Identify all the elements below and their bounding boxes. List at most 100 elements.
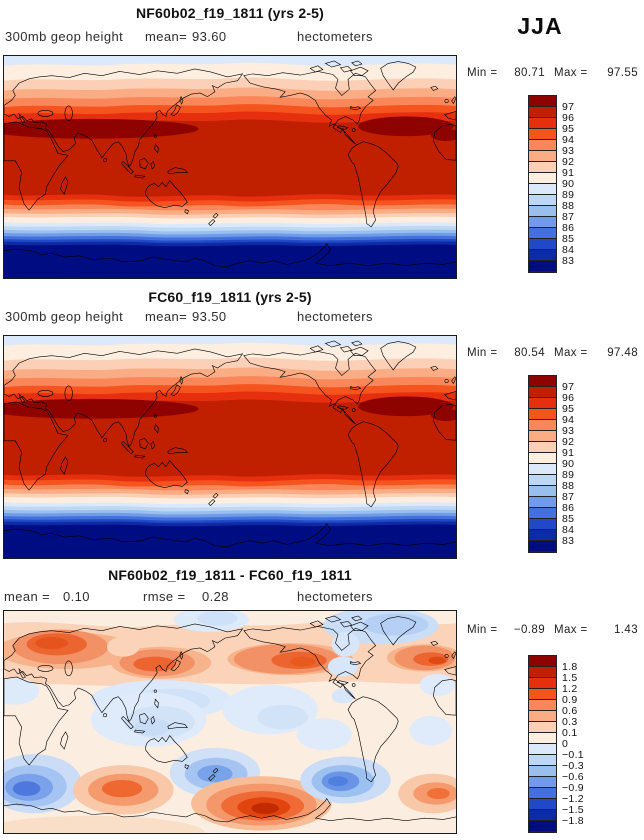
- panel1-map-svg: [4, 56, 456, 278]
- colorbar-cell: [529, 409, 556, 420]
- colorbar-cell: [529, 689, 556, 700]
- colorbar-cell: [529, 766, 556, 777]
- season-label: JJA: [517, 13, 563, 39]
- colorbar-cell: [529, 261, 556, 272]
- colorbar-tick-label: 0.9: [562, 694, 578, 706]
- colorbar-tick-label: −0.3: [562, 760, 584, 772]
- colorbar-cell: [529, 239, 556, 250]
- panel3-min-label: Min =: [467, 624, 498, 636]
- panel1-colorbar: 97 96 95 94 93 92 91 90 89 88 87 86 85 84 83: [528, 95, 574, 273]
- panel2-map-svg: [4, 336, 456, 558]
- panel1-mean-label: mean=: [145, 29, 188, 44]
- colorbar-cell: [529, 206, 556, 217]
- panel1-max-value: 97.55: [607, 67, 638, 79]
- colorbar-cell: [529, 140, 556, 151]
- panel3-mean-value: 0.10: [63, 589, 90, 604]
- panel2-field-label: 300mb geop height: [5, 309, 124, 324]
- colorbar-cell: [529, 118, 556, 129]
- panel1-title: NF60b02_f19_1811 (yrs 2-5): [135, 5, 325, 21]
- colorbar-cell: [529, 96, 556, 107]
- colorbar-tick-label: 91: [562, 167, 575, 179]
- colorbar-cell: [529, 744, 556, 755]
- colorbar-tick-label: 95: [562, 403, 575, 415]
- panel3-title: NF60b02_f19_1811 - FC60_f19_1811: [108, 567, 352, 583]
- panel2-max-label: Max =: [554, 347, 588, 359]
- colorbar-tick-label: 85: [562, 233, 575, 245]
- colorbar-tick-label: −0.9: [562, 782, 584, 794]
- colorbar-cell: [529, 722, 556, 733]
- colorbar-cell: [529, 107, 556, 118]
- colorbar-tick-label: −0.6: [562, 771, 584, 783]
- colorbar-cell: [529, 387, 556, 398]
- panel3-subheader: mean = 0.10 rmse = 0.28 hectometers: [0, 589, 460, 605]
- panel3-map: [3, 610, 457, 834]
- panel2-max-value: 97.48: [607, 347, 638, 359]
- panel3-max-label: Max =: [554, 624, 588, 636]
- colorbar-tick-label: 1.2: [562, 683, 578, 695]
- colorbar-tick-label: 90: [562, 178, 575, 190]
- panel1-max-label: Max =: [554, 67, 588, 79]
- panel1-mean-value: 93.60: [192, 29, 227, 44]
- colorbar-cell: [529, 250, 556, 261]
- panel1-field-label: 300mb geop height: [5, 29, 124, 44]
- colorbar-tick-label: 94: [562, 134, 575, 146]
- panel3-max-value: 1.43: [614, 624, 638, 636]
- colorbar-tick-label: 88: [562, 480, 575, 492]
- colorbar-cell: [529, 195, 556, 206]
- colorbar-cell: [529, 799, 556, 810]
- colorbar-cell: [529, 678, 556, 689]
- colorbar-cell: [529, 420, 556, 431]
- colorbar-cell: [529, 398, 556, 409]
- panel2-min-value: 80.54: [514, 347, 545, 359]
- colorbar-tick-label: 97: [562, 101, 575, 113]
- colorbar-tick-label: 83: [562, 255, 575, 267]
- colorbar-cell: [529, 184, 556, 195]
- colorbar-cell: [529, 788, 556, 799]
- colorbar-tick-label: 96: [562, 112, 575, 124]
- colorbar-tick-label: 84: [562, 244, 575, 256]
- colorbar-tick-label: 0.1: [562, 727, 578, 739]
- colorbar-tick-label: −1.5: [562, 804, 584, 816]
- colorbar-cell: [529, 733, 556, 744]
- panel3-colorbar: 1.8 1.5 1.2 0.9 0.6 0.3 0.1 0 −0.1 −0.3 −0.6 −0.9 −1…: [528, 655, 584, 833]
- colorbar-cell: [529, 777, 556, 788]
- colorbar-tick-label: 0: [562, 738, 569, 750]
- colorbar-tick-label: 86: [562, 222, 575, 234]
- colorbar-cell: [529, 475, 556, 486]
- colorbar-cell: [529, 508, 556, 519]
- colorbar-tick-label: 83: [562, 535, 575, 547]
- colorbar-tick-label: 92: [562, 436, 575, 448]
- colorbar-tick-label: 1.5: [562, 672, 578, 684]
- colorbar-cell: [529, 810, 556, 821]
- panel3-rmse-label: rmse =: [143, 589, 186, 604]
- colorbar-cell: [529, 530, 556, 541]
- colorbar-tick-label: 0.6: [562, 705, 578, 717]
- colorbar-tick-label: 97: [562, 381, 575, 393]
- colorbar-tick-label: 84: [562, 524, 575, 536]
- colorbar-cell: [529, 519, 556, 530]
- panel2-colorbar: 97 96 95 94 93 92 91 90 89 88 87 86 85 84 83: [528, 375, 574, 553]
- colorbar-tick-label: 0.3: [562, 716, 578, 728]
- colorbar-tick-label: 1.8: [562, 661, 578, 673]
- colorbar-tick-label: 86: [562, 502, 575, 514]
- colorbar-cell: [529, 442, 556, 453]
- colorbar-tick-label: −1.8: [562, 815, 584, 827]
- colorbar-cell: [529, 656, 556, 667]
- colorbar-cell: [529, 464, 556, 475]
- colorbar-tick-label: 88: [562, 200, 575, 212]
- colorbar-cell: [529, 162, 556, 173]
- colorbar-tick-label: 92: [562, 156, 575, 168]
- panel1-subheader: 300mb geop height mean= 93.60 hectometer…: [0, 29, 460, 45]
- panel1-map: [3, 55, 457, 279]
- colorbar-cell: [529, 173, 556, 184]
- colorbar-tick-label: 85: [562, 513, 575, 525]
- colorbar-cell: [529, 497, 556, 508]
- panel3-rmse-value: 0.28: [202, 589, 229, 604]
- panel2-map: [3, 335, 457, 559]
- colorbar-tick-label: 93: [562, 145, 575, 157]
- colorbar-tick-label: 87: [562, 211, 575, 223]
- panel2-min-label: Min =: [467, 347, 498, 359]
- colorbar-cell: [529, 711, 556, 722]
- colorbar-tick-label: 91: [562, 447, 575, 459]
- colorbar-tick-label: −1.2: [562, 793, 584, 805]
